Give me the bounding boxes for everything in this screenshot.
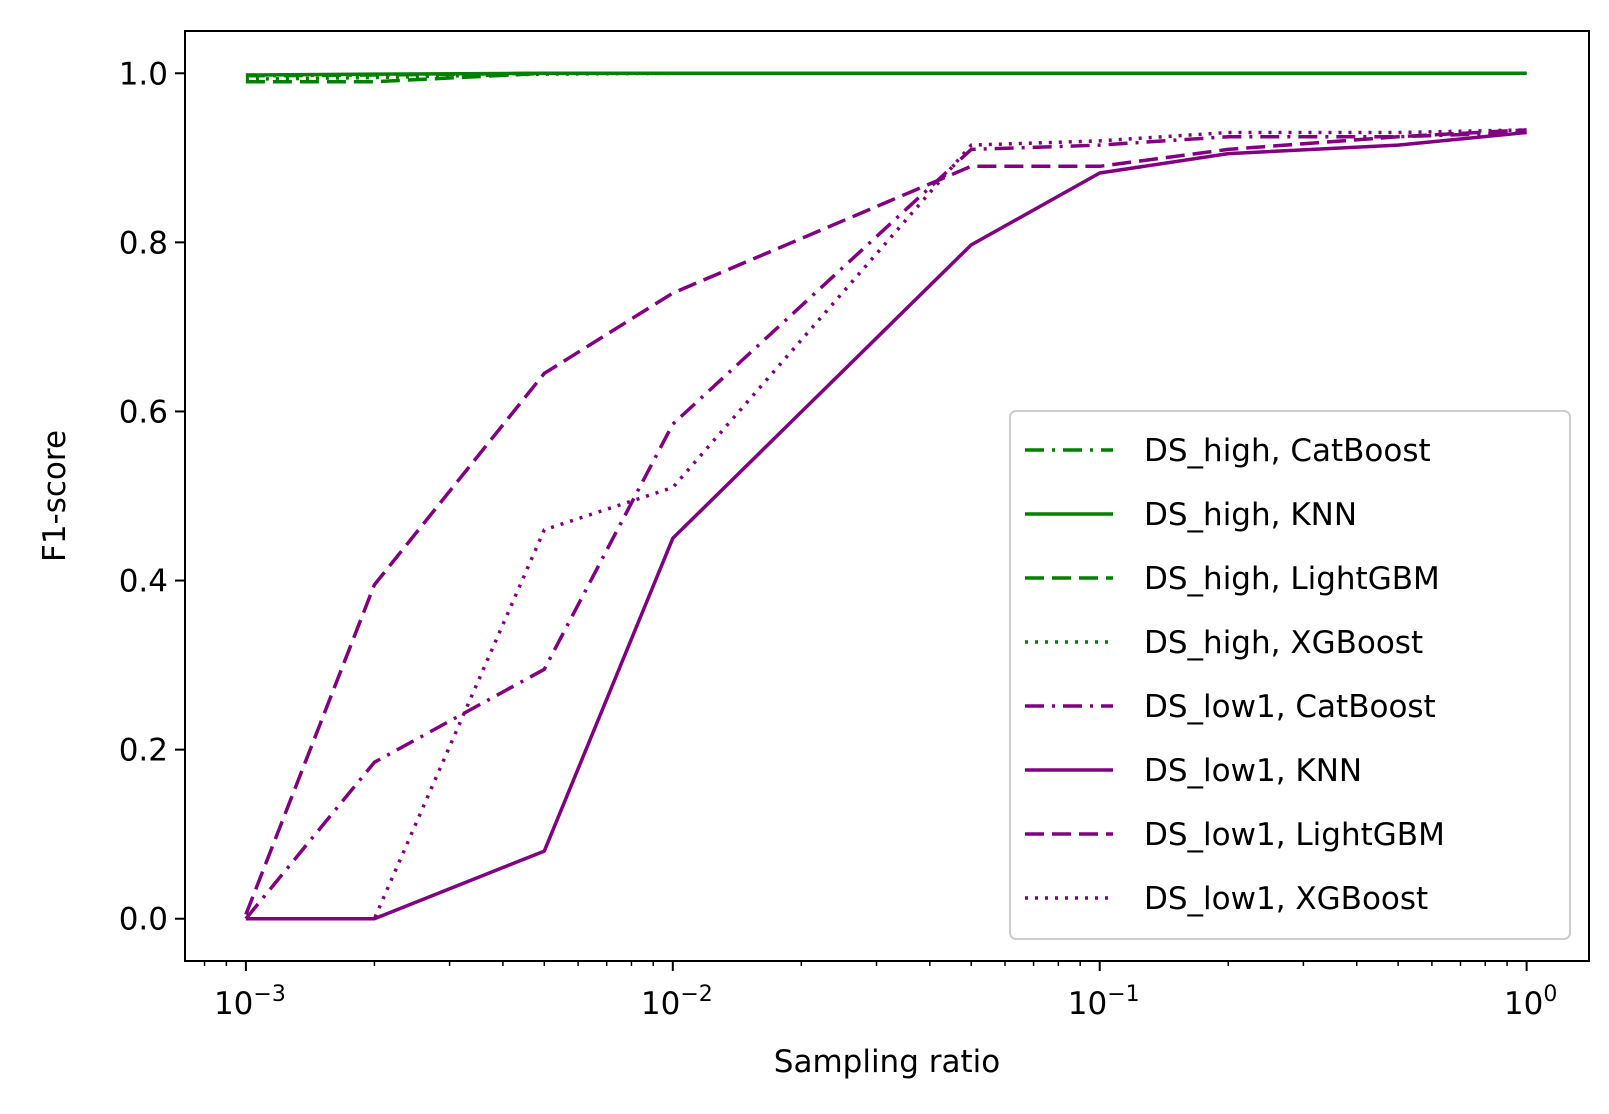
y-axis-label: F1-score bbox=[37, 430, 73, 562]
y-tick-label: 0.0 bbox=[119, 902, 168, 938]
x-tick-base: 10 bbox=[214, 986, 253, 1022]
series-line-8 bbox=[245, 128, 1527, 921]
series-line-3 bbox=[245, 71, 1527, 84]
plot-content bbox=[244, 71, 1527, 921]
x-tick-exponent: −1 bbox=[1107, 982, 1139, 1007]
legend-label: DS_low1, LightGBM bbox=[1144, 817, 1445, 853]
x-tick-base: 10 bbox=[1068, 986, 1107, 1022]
x-tick-exponent: 0 bbox=[1543, 982, 1557, 1007]
y-tick-label: 0.4 bbox=[119, 564, 168, 600]
x-tick-base: 10 bbox=[1504, 986, 1543, 1022]
x-axis: 10−3 10−2 10−1 100 bbox=[203, 961, 1557, 1022]
legend-label: DS_high, CatBoost bbox=[1144, 433, 1431, 469]
y-tick-label: 0.8 bbox=[119, 225, 168, 261]
legend-label: DS_low1, XGBoost bbox=[1144, 881, 1428, 917]
legend-label: DS_high, KNN bbox=[1144, 497, 1357, 533]
x-tick-base: 10 bbox=[641, 986, 680, 1022]
legend-label: DS_low1, CatBoost bbox=[1144, 689, 1436, 725]
series-line-6 bbox=[245, 130, 1527, 921]
x-tick-label: 10−2 bbox=[641, 982, 713, 1022]
legend-label: DS_high, LightGBM bbox=[1144, 561, 1440, 597]
legend-box bbox=[1009, 410, 1571, 940]
legend-label: DS_low1, KNN bbox=[1144, 753, 1362, 789]
x-tick-exponent: −3 bbox=[253, 982, 285, 1007]
legend: DS_high, CatBoost DS_high, KNN DS_high, Li… bbox=[1009, 410, 1571, 940]
x-tick-exponent: −2 bbox=[680, 982, 712, 1007]
x-tick-label: 10−3 bbox=[214, 982, 286, 1022]
y-axis: 0.0 0.2 0.4 0.6 0.8 1.0 bbox=[119, 56, 185, 938]
series-line-7 bbox=[244, 128, 1527, 916]
x-tick-label: 10−1 bbox=[1068, 982, 1140, 1022]
y-tick-label: 1.0 bbox=[119, 56, 168, 92]
legend-label: DS_high, XGBoost bbox=[1144, 625, 1423, 661]
y-tick-label: 0.2 bbox=[119, 733, 168, 769]
x-tick-label: 100 bbox=[1504, 982, 1557, 1022]
plot-frame bbox=[184, 30, 1590, 962]
y-tick-label: 0.6 bbox=[119, 394, 168, 430]
x-axis-label: Sampling ratio bbox=[774, 1044, 1000, 1080]
series-line-5 bbox=[244, 130, 1527, 920]
